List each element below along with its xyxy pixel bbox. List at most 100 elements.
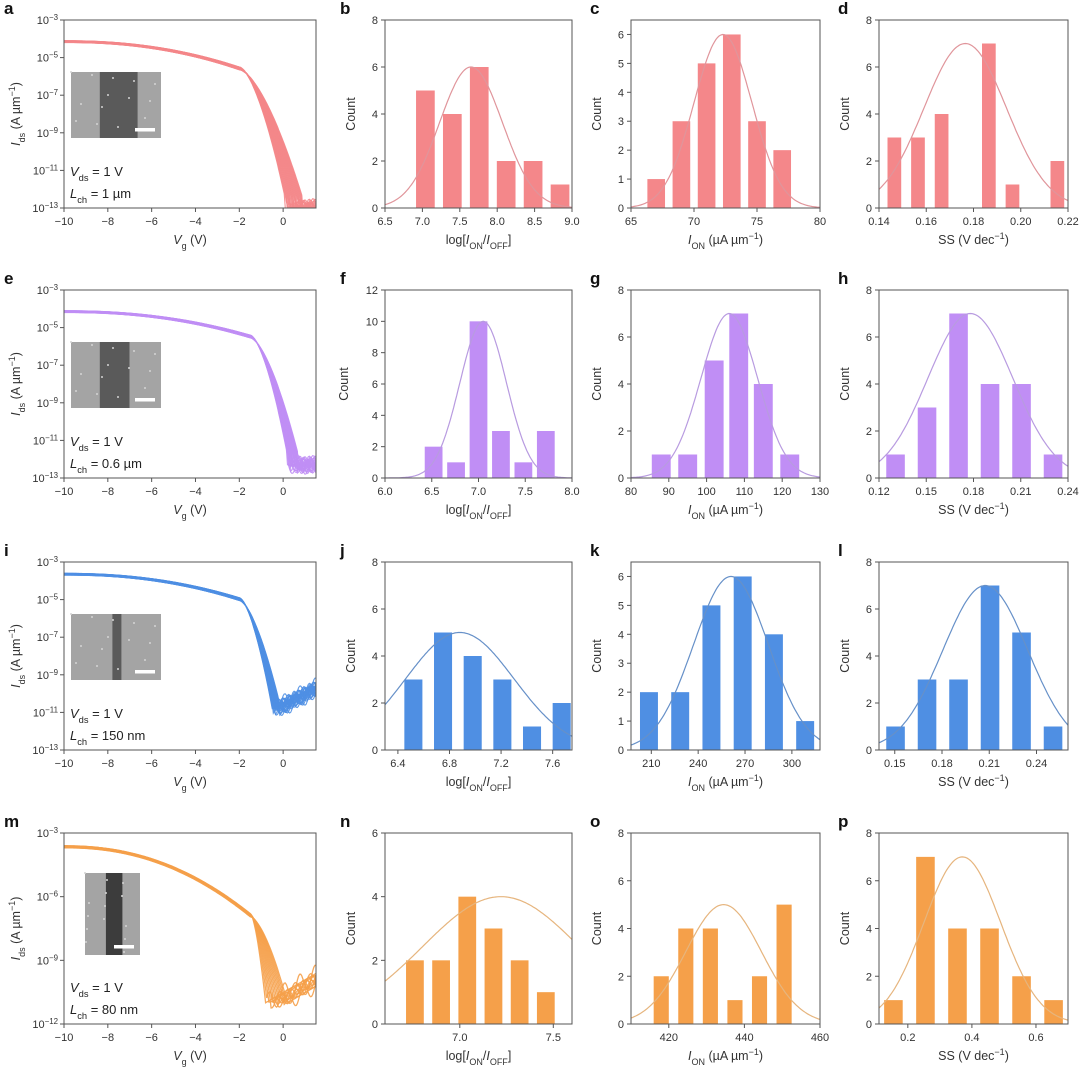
sem-particle: [86, 928, 88, 930]
panel-b: b 6.5 7.0 7.5 8.0 8.5 9.0 0 2 4 6 8 log[ION/IOFF] Cou…: [340, 0, 580, 251]
sem-particle: [80, 103, 82, 105]
plot-frame: [878, 832, 1069, 1025]
histogram-bar: [406, 960, 424, 1024]
y-tick-label: 10−9: [37, 953, 59, 968]
histogram-bar: [514, 462, 533, 478]
sem-particle: [149, 642, 151, 644]
sem-particle: [75, 390, 77, 392]
x-tick-label: 0: [280, 1032, 286, 1044]
y-tick-label: 10−12: [32, 1017, 58, 1032]
gaussian-fit-curve: [879, 584, 1068, 744]
histogram-bar: [469, 321, 488, 478]
histogram-bar: [522, 726, 542, 750]
plot-frame: [878, 289, 1069, 479]
plot-frame: [63, 19, 317, 209]
sem-particle: [70, 71, 72, 73]
plot-frame: [878, 19, 1069, 209]
panel-l: l 0.15 0.18 0.21 0.24 0 2 4 6 8 SS (V dec−1) Count: [838, 541, 1069, 789]
gaussian-fit-curve: [631, 903, 820, 1020]
y-tick-label: 10−9: [37, 125, 59, 140]
y-tick-label: 6: [618, 876, 624, 888]
y-tick-label: 2: [618, 426, 624, 438]
sem-particle: [117, 668, 119, 670]
sem-particle: [144, 117, 146, 119]
histogram-bar: [510, 960, 529, 1024]
y-axis-label: Ids (A µm−1): [7, 624, 27, 688]
sem-particle: [80, 373, 82, 375]
x-tick-label: −8: [102, 1032, 115, 1044]
y-tick-label: 2: [372, 955, 378, 967]
transfer-curve: [64, 574, 316, 713]
y-tick-label: 0: [866, 1019, 872, 1031]
y-tick-label: 4: [372, 410, 378, 422]
sem-inset: [70, 71, 161, 138]
y-axis-label: Ids (A µm−1): [7, 897, 27, 961]
sem-particle: [96, 123, 98, 125]
histogram-bar: [704, 360, 724, 478]
y-tick-label: 4: [618, 379, 624, 391]
x-tick-label: −10: [55, 1032, 74, 1044]
x-tick-label: −4: [189, 1032, 202, 1044]
y-tick-label: 10−7: [37, 630, 58, 645]
sem-particle: [70, 341, 72, 343]
histogram-bar: [748, 121, 766, 208]
y-tick-label: 10−5: [37, 592, 59, 607]
x-axis-label: ION (µA µm−1): [688, 231, 763, 251]
x-tick-label: 0.4: [964, 1032, 979, 1044]
x-tick-label: 0.14: [868, 216, 889, 228]
y-tick-label: 0: [866, 745, 872, 757]
x-tick-label: −2: [233, 486, 246, 498]
x-tick-label: −6: [145, 486, 158, 498]
y-tick-label: 2: [618, 145, 624, 157]
sem-channel: [99, 72, 138, 138]
histogram-bar: [934, 114, 949, 208]
histogram-bar: [776, 904, 792, 1024]
y-tick-label: 10−7: [37, 88, 58, 103]
x-tick-label: 0.12: [868, 486, 889, 498]
x-tick-label: 130: [811, 486, 829, 498]
y-tick-label: 0: [618, 473, 624, 485]
x-axis-label: log[ION/IOFF]: [446, 503, 512, 521]
sem-particle: [101, 648, 103, 650]
sem-particle: [112, 77, 114, 79]
histogram-bar: [982, 43, 996, 208]
histogram-bar: [1050, 161, 1065, 208]
histogram-bar: [1044, 1000, 1063, 1024]
x-tick-label: 9.0: [564, 216, 579, 228]
transfer-curves: [64, 40, 316, 208]
y-tick-label: 0: [372, 745, 378, 757]
y-tick-label: 6: [866, 332, 872, 344]
sem-channel: [112, 614, 122, 680]
lch-annotation: Lch = 150 nm: [70, 728, 145, 747]
panel-letter: o: [590, 812, 600, 831]
sem-particle: [91, 74, 93, 76]
histogram-bar: [949, 679, 968, 750]
panel-letter: i: [4, 541, 9, 560]
histogram-bar: [463, 656, 482, 750]
sem-particle: [149, 370, 151, 372]
scale-bar: [114, 945, 134, 949]
histogram-bar: [1043, 726, 1063, 750]
transfer-curve: [64, 847, 316, 1004]
x-axis-label: ION (µA µm−1): [688, 1047, 763, 1067]
vds-annotation: Vds = 1 V: [70, 434, 123, 453]
histogram-bar: [702, 605, 721, 750]
x-tick-label: 210: [642, 758, 660, 770]
scale-bar: [135, 128, 155, 132]
panel-n: n 7.0 7.5 0 2 4 6 log[ION/IOFF] Count: [340, 812, 573, 1067]
x-tick-label: 8.0: [564, 486, 579, 498]
panel-h: h 0.12 0.15 0.18 0.21 0.24 0 2 4 6 8 SS (V dec−1) Co…: [838, 269, 1079, 517]
x-tick-label: 440: [735, 1032, 753, 1044]
y-tick-label: 3: [618, 116, 624, 128]
y-tick-label: 10−5: [37, 50, 59, 65]
gaussian-fit-curve: [879, 312, 1068, 467]
panel-letter: l: [838, 541, 843, 560]
y-tick-label: 2: [866, 971, 872, 983]
sem-particle: [107, 94, 109, 96]
plot-frame: [630, 289, 821, 479]
histogram-bar: [536, 431, 555, 478]
y-tick-label: 1: [618, 716, 624, 728]
x-tick-label: 7.5: [452, 216, 467, 228]
y-tick-label: 2: [372, 698, 378, 710]
histogram-bar: [886, 454, 905, 478]
